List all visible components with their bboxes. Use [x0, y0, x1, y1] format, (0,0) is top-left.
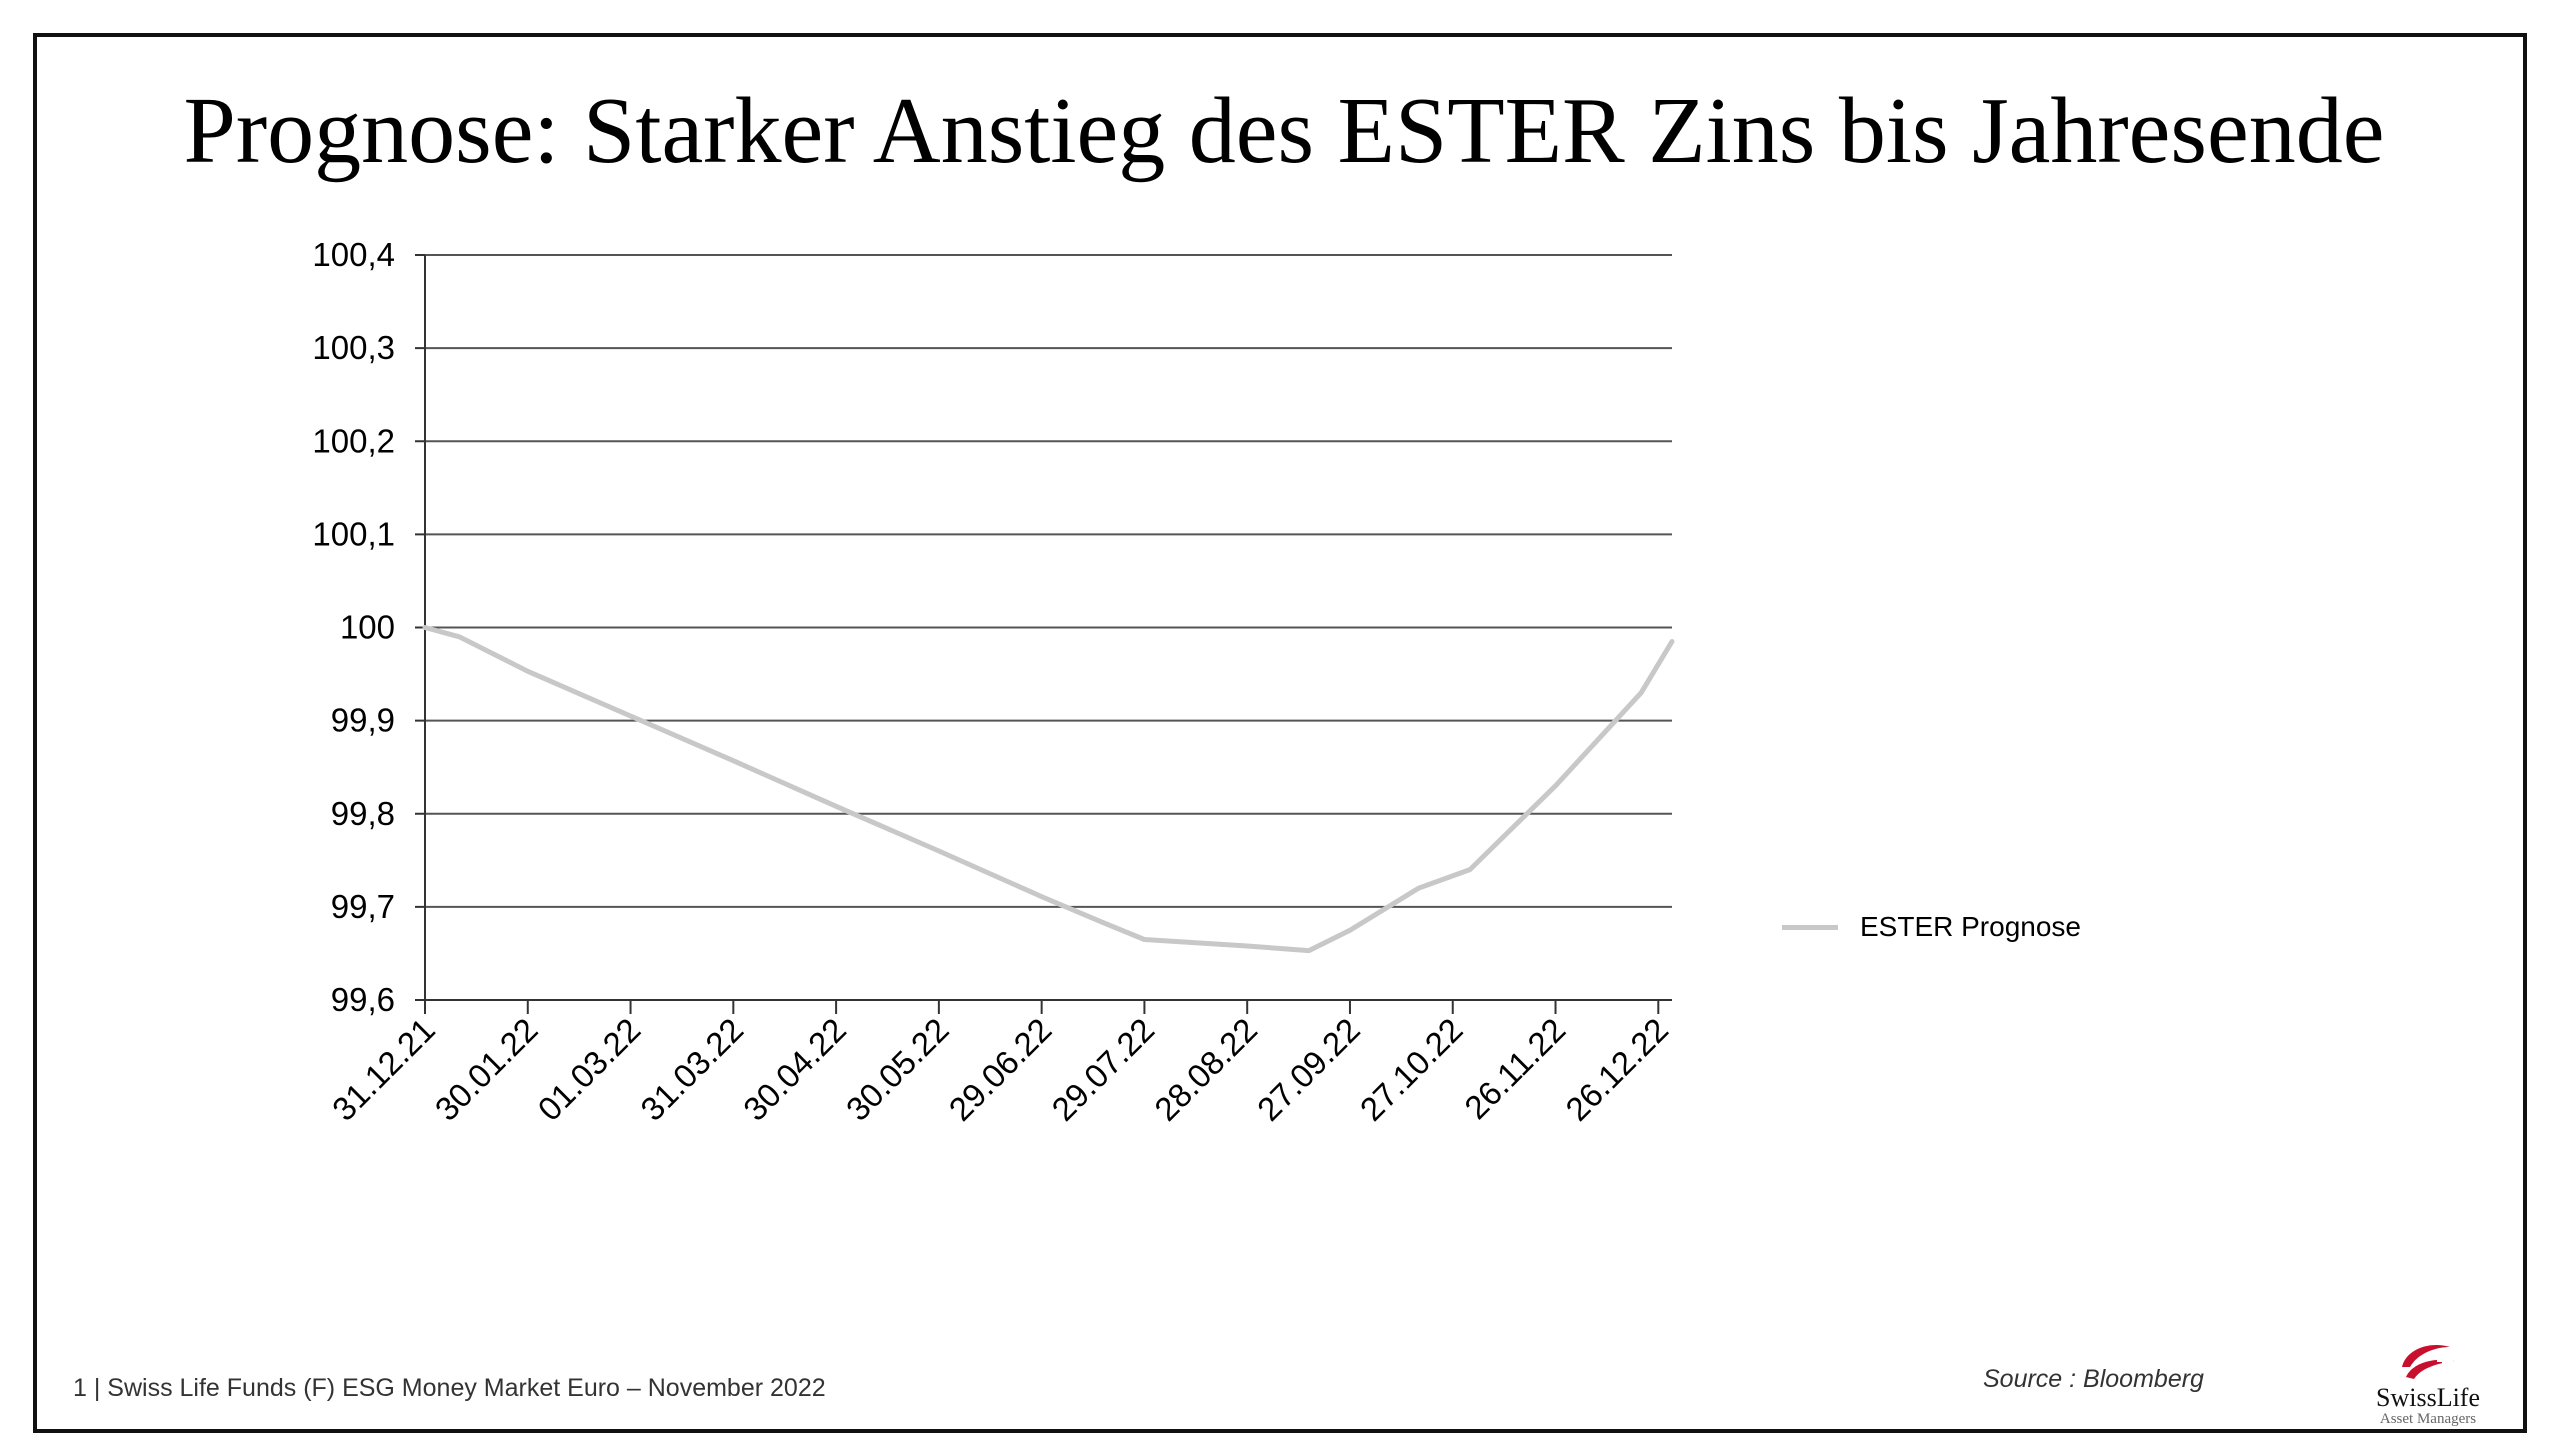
x-tick-label: 30.05.22 — [839, 1011, 956, 1128]
logo-name: SwissLife — [2376, 1383, 2480, 1412]
x-tick-label: 30.01.22 — [428, 1011, 545, 1128]
logo-subtitle: Asset Managers — [2379, 1411, 2477, 1427]
y-tick-label: 100,3 — [312, 329, 395, 366]
x-tick-label: 01.03.22 — [530, 1011, 647, 1128]
y-tick-label: 100,2 — [312, 422, 395, 459]
y-tick-label: 100,1 — [312, 515, 395, 552]
x-tick-label: 29.07.22 — [1044, 1011, 1161, 1128]
swisslife-logo-icon — [2402, 1345, 2454, 1379]
series-line-ester-prognose — [422, 625, 1675, 954]
y-tick-label: 100 — [340, 609, 395, 646]
swisslife-logo: SwissLife Asset Managers — [2353, 1337, 2503, 1433]
y-tick-label: 99,8 — [331, 795, 395, 832]
x-tick-label: 29.06.22 — [942, 1011, 1059, 1128]
page-title: Prognose: Starker Anstieg des ESTER Zins… — [183, 79, 2385, 183]
source-note: Source : Bloomberg — [1983, 1365, 2204, 1393]
x-tick-label: 31.12.21 — [325, 1011, 442, 1128]
slide-frame: Prognose: Starker Anstieg des ESTER Zins… — [33, 33, 2527, 1433]
x-tick-label: 26.11.22 — [1457, 1011, 1572, 1126]
x-tick-label: 26.12.22 — [1558, 1011, 1675, 1128]
x-tick-label: 27.09.22 — [1250, 1011, 1367, 1128]
legend: ESTER Prognose — [1782, 907, 2081, 947]
x-tick-label: 28.08.22 — [1147, 1011, 1264, 1128]
x-tick-label: 31.03.22 — [633, 1011, 750, 1128]
y-tick-label: 99,7 — [331, 888, 395, 925]
x-tick-label: 27.10.22 — [1353, 1011, 1470, 1128]
legend-label: ESTER Prognose — [1860, 911, 2081, 942]
y-tick-label: 99,6 — [331, 981, 395, 1018]
x-tick-label: 30.04.22 — [736, 1011, 853, 1128]
y-tick-label: 100,4 — [312, 236, 395, 273]
y-tick-label: 99,9 — [331, 702, 395, 739]
footer-text: 1 | Swiss Life Funds (F) ESG Money Marke… — [73, 1374, 826, 1402]
legend-swatch — [1782, 924, 1838, 930]
